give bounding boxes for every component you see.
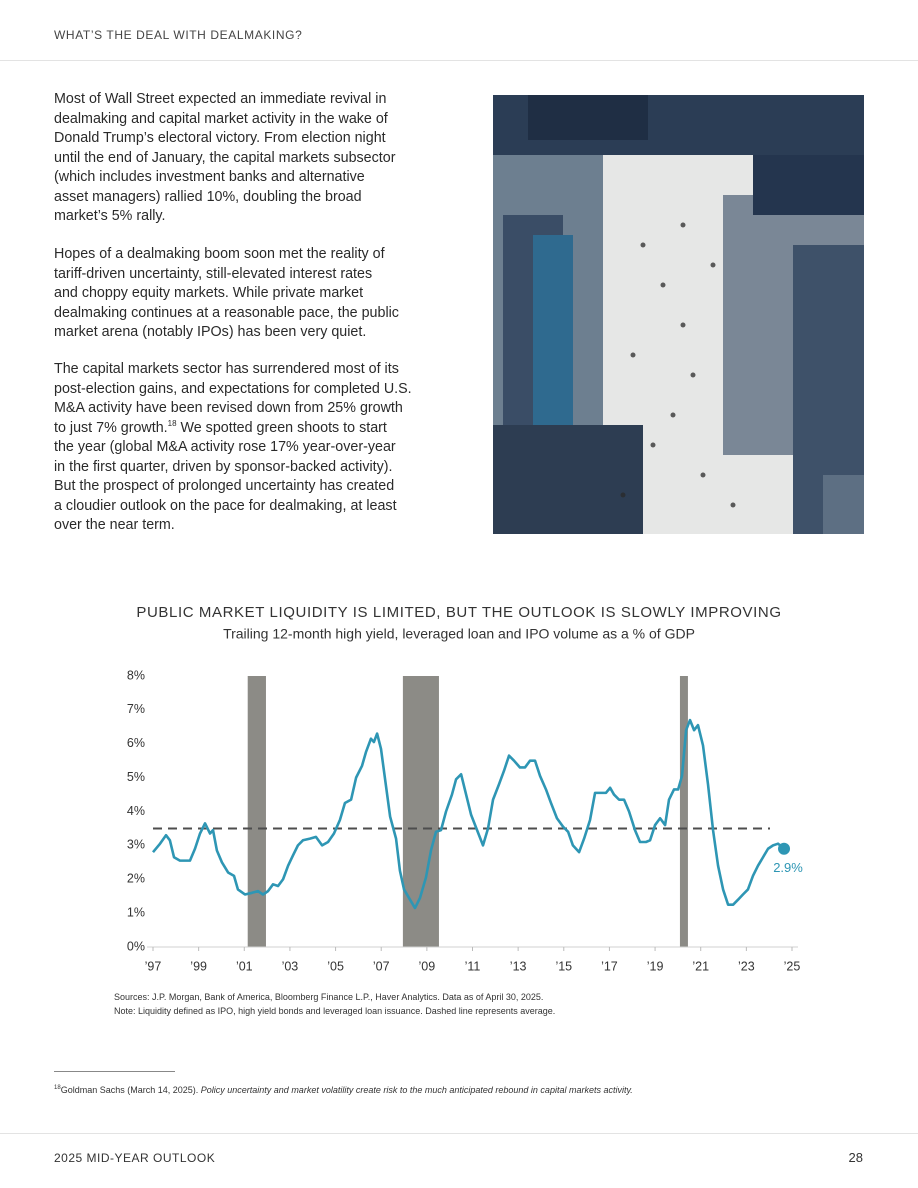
y-tick-label: 6% (127, 736, 145, 750)
text-line: until the end of January, the capital ma… (54, 149, 396, 166)
series-line (152, 718, 785, 910)
x-tick-label: ’97 (145, 959, 162, 973)
chart-note: Note: Liquidity defined as IPO, high yie… (114, 1006, 556, 1016)
header-rule (0, 60, 918, 61)
text-line: asset managers) rallied 10%, doubling th… (54, 188, 362, 205)
y-tick-label: 0% (127, 939, 145, 953)
text-line: But the prospect of prolonged uncertaint… (54, 478, 395, 494)
footnote-number: 18 (54, 1085, 61, 1091)
x-tick-label: ’21 (692, 959, 709, 973)
y-tick-label: 7% (127, 702, 145, 716)
paragraph: The capital markets sector has surrender… (54, 360, 454, 536)
x-tick-label: ’25 (784, 959, 801, 973)
x-tick-label: ’05 (327, 959, 344, 973)
y-tick-label: 5% (127, 770, 145, 784)
y-tick-label: 1% (127, 905, 145, 919)
chart-sources: Sources: J.P. Morgan, Bank of America, B… (114, 992, 544, 1002)
chart: PUBLIC MARKET LIQUIDITY IS LIMITED, BUT … (127, 604, 803, 973)
x-tick-label: ’19 (647, 959, 664, 973)
text-line: Most of Wall Street expected an immediat… (54, 91, 387, 107)
text-line: post-election gains, and expectations fo… (54, 380, 412, 397)
x-tick-label: ’11 (465, 959, 481, 973)
running-header: WHAT’S THE DEAL WITH DEALMAKING? (54, 28, 303, 42)
text-line: a cloudier outlook on the pace for dealm… (54, 497, 397, 514)
x-tick-label: ’09 (419, 959, 436, 973)
recession-band (679, 676, 688, 947)
footnote: 18Goldman Sachs (March 14, 2025). Policy… (54, 1085, 633, 1095)
x-tick-label: ’15 (555, 959, 572, 973)
text-line: tariff-driven uncertainty, still-elevate… (54, 265, 373, 282)
x-tick-label: ’17 (601, 959, 618, 973)
chart-title: PUBLIC MARKET LIQUIDITY IS LIMITED, BUT … (136, 604, 781, 621)
text-line: Hopes of a dealmaking boom soon met the … (54, 246, 385, 262)
footnote-ref: 18 (167, 418, 177, 428)
text-line: The capital markets sector has surrender… (54, 361, 399, 377)
x-tick-label: ’07 (373, 959, 390, 973)
paragraph: Most of Wall Street expected an immediat… (54, 90, 454, 227)
text-line: dealmaking continues at a reasonable pac… (54, 304, 399, 321)
y-tick-label: 4% (127, 804, 145, 818)
y-tick-label: 2% (127, 872, 145, 886)
footer-title: 2025 MID-YEAR OUTLOOK (54, 1151, 216, 1165)
text-line: in the first quarter, driven by sponsor-… (54, 458, 393, 475)
text-line: market’s 5% rally. (54, 208, 166, 224)
paragraph: Hopes of a dealmaking boom soon met the … (54, 245, 454, 343)
y-tick-label: 3% (127, 838, 145, 852)
text-line: M&A activity have been revised down from… (54, 400, 403, 416)
text-line: dealmaking and capital market activity i… (54, 110, 388, 127)
photo (493, 95, 864, 534)
text-line: and choppy equity markets. While private… (54, 285, 364, 301)
text: We spotted green shoots to start (176, 419, 387, 436)
footnote-rule (54, 1071, 175, 1072)
end-label: 2.9% (773, 860, 803, 875)
x-tick-label: ’01 (236, 959, 253, 973)
recession-band (402, 676, 439, 947)
x-tick-label: ’23 (738, 959, 755, 973)
x-tick-label: ’99 (190, 959, 207, 973)
text-line: market arena (notably IPOs) has been ver… (54, 324, 367, 340)
footer-rule (0, 1133, 918, 1134)
recession-band (247, 676, 266, 947)
text-line: Donald Trump’s electoral victory. From e… (54, 130, 386, 146)
x-tick-label: ’13 (510, 959, 527, 973)
y-tick-label: 8% (127, 668, 145, 682)
chart-subtitle: Trailing 12-month high yield, leveraged … (223, 626, 695, 642)
text-line: (which includes investment banks and alt… (54, 169, 365, 185)
text: to just 7% growth. (54, 419, 168, 436)
page-number: 28 (848, 1150, 863, 1165)
footnote-title: Policy uncertainty and market volatility… (200, 1085, 633, 1095)
footnote-text: Goldman Sachs (March 14, 2025). (60, 1085, 201, 1095)
text-line: over the near term. (54, 517, 175, 533)
x-tick-label: ’03 (282, 959, 299, 973)
text-line: the year (global M&A activity rose 17% y… (54, 439, 396, 455)
end-point (778, 842, 791, 855)
text-line: to just 7% growth.18 We spotted green sh… (54, 419, 454, 439)
